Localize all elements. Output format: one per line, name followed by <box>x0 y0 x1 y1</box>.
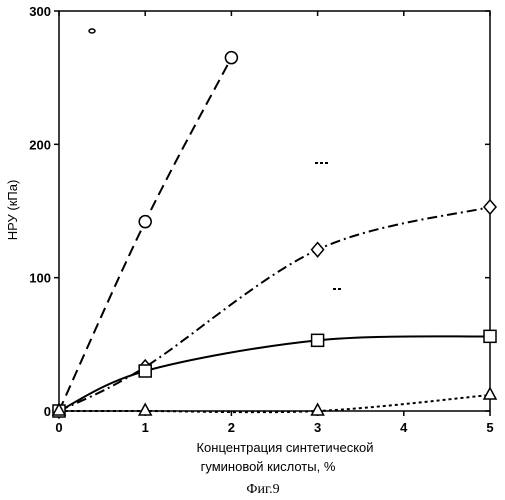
series-line-diamond <box>59 207 490 411</box>
y-axis-label: НРУ (кПа) <box>5 180 20 241</box>
x-tick-label: 4 <box>400 420 408 435</box>
data-point-square <box>312 334 324 346</box>
data-point-square <box>139 365 151 377</box>
series-line-triangle <box>59 395 490 412</box>
x-axis-label-line1: Концентрация синтетической <box>196 440 373 455</box>
ticks: 0 1 2 3 4 5 0 100 200 300 <box>29 4 493 435</box>
data-point-diamond <box>312 243 324 257</box>
y-tick-label: 0 <box>44 404 51 419</box>
y-tick-label: 200 <box>29 137 51 152</box>
x-tick-label: 2 <box>228 420 235 435</box>
data-point-square <box>484 330 496 342</box>
stray-mark <box>89 29 95 33</box>
data-point-diamond <box>484 200 496 214</box>
x-tick-label: 3 <box>314 420 321 435</box>
stray-marks <box>89 29 342 289</box>
series-group <box>53 52 496 418</box>
data-point-circle <box>225 52 237 64</box>
data-point-triangle <box>484 388 496 399</box>
data-point-triangle <box>312 404 324 415</box>
series-diamond <box>53 200 496 418</box>
x-tick-label: 1 <box>142 420 149 435</box>
plot-frame <box>59 11 490 411</box>
axes <box>59 11 490 411</box>
x-tick-label: 0 <box>55 420 62 435</box>
y-tick-label: 100 <box>29 271 51 286</box>
data-point-triangle <box>139 404 151 415</box>
series-square <box>53 330 496 417</box>
x-axis-label-line2: гуминовой кислоты, % <box>201 459 336 474</box>
figure-caption: Фиг.9 <box>246 482 279 497</box>
series-line-square <box>59 336 490 411</box>
y-tick-label: 300 <box>29 4 51 19</box>
x-tick-label: 5 <box>486 420 493 435</box>
data-point-circle <box>139 216 151 228</box>
